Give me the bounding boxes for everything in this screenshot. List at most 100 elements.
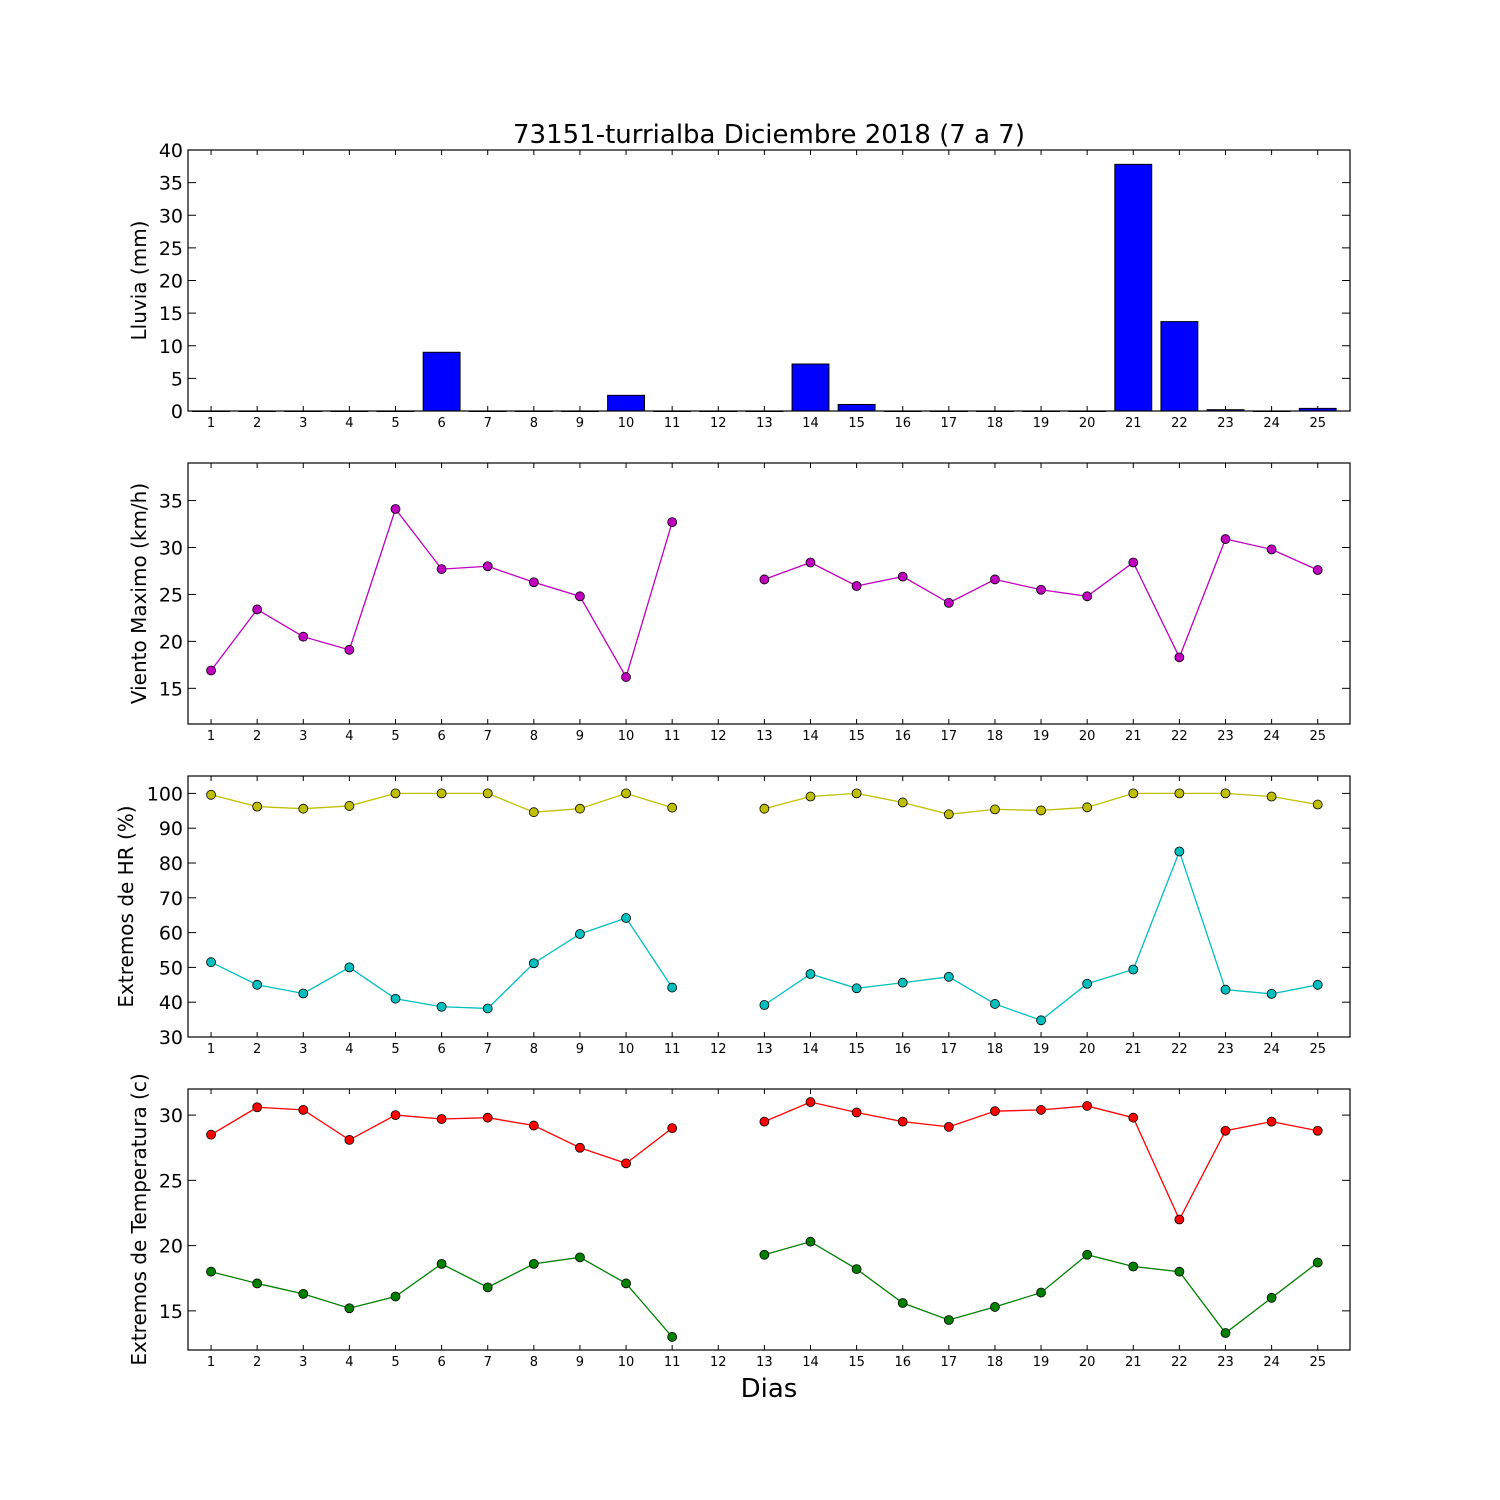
data-point (298, 1288, 309, 1299)
bar (607, 394, 645, 412)
data-point (897, 1116, 908, 1127)
data-point (805, 1097, 816, 1107)
data-point (344, 644, 355, 655)
data-point (1220, 984, 1231, 995)
x-tick-label: 8 (530, 1042, 538, 1057)
data-point (851, 581, 862, 591)
data-point (482, 1003, 493, 1014)
x-tick-label: 17 (941, 1355, 958, 1370)
x-tick-label: 20 (1079, 1042, 1096, 1057)
y-tick-label: 30 (159, 1027, 183, 1049)
data-point (759, 803, 770, 814)
data-point (528, 1258, 539, 1269)
data-point (1082, 591, 1093, 602)
data-point (943, 971, 954, 982)
y-tick-label: 80 (159, 853, 183, 875)
x-tick-label: 7 (484, 729, 492, 744)
x-tick-label: 25 (1309, 1042, 1326, 1057)
x-tick-label: 9 (576, 1042, 584, 1057)
data-point (1036, 584, 1046, 595)
x-tick-label: 5 (391, 1042, 399, 1057)
axes-frame (187, 149, 1351, 412)
data-point (667, 1332, 678, 1342)
x-tick-label: 16 (894, 416, 911, 431)
y-tick-label: 20 (159, 631, 183, 653)
data-point (1082, 1101, 1093, 1111)
x-tick-label: 19 (1033, 1355, 1050, 1370)
x-tick-label: 3 (299, 1355, 307, 1370)
data-point (482, 788, 493, 799)
data-point (1036, 1015, 1046, 1026)
x-tick-label: 10 (618, 729, 635, 744)
x-tick-label: 9 (576, 729, 584, 744)
bar (1160, 321, 1199, 412)
y-tick-label: 15 (159, 303, 183, 325)
data-point (1266, 1292, 1277, 1303)
x-tick-label: 22 (1171, 416, 1188, 431)
x-tick-label: 3 (299, 416, 307, 431)
x-tick-label: 11 (664, 416, 681, 431)
data-point (621, 913, 631, 923)
x-axis-label: Dias (741, 1374, 798, 1404)
data-point (575, 803, 585, 814)
y-tick-label: 30 (159, 537, 183, 559)
data-point (1312, 799, 1323, 810)
data-point (206, 789, 216, 800)
data-point (390, 1110, 401, 1120)
data-point (528, 807, 539, 818)
data-point (528, 958, 539, 969)
x-tick-label: 14 (802, 729, 819, 744)
x-tick-label: 12 (710, 1355, 727, 1370)
data-point (436, 564, 447, 574)
data-point (759, 574, 770, 585)
x-tick-label: 1 (207, 729, 215, 744)
x-tick-label: 1 (207, 1355, 215, 1370)
data-point (1174, 652, 1185, 663)
y-tick-label: 25 (159, 238, 183, 260)
data-point (851, 1107, 862, 1118)
bar (422, 351, 461, 412)
x-tick-label: 25 (1309, 1355, 1326, 1370)
data-point (1128, 557, 1139, 568)
data-point (1266, 791, 1277, 802)
x-tick-label: 13 (756, 416, 773, 431)
data-point (851, 788, 862, 799)
x-tick-label: 15 (848, 1042, 865, 1057)
data-point (667, 982, 678, 993)
x-tick-label: 18 (987, 729, 1004, 744)
data-point (298, 988, 309, 999)
data-point (667, 802, 678, 813)
data-point (1128, 1112, 1139, 1123)
y-tick-label: 10 (159, 336, 183, 358)
y-axis-label: Viento Maximo (km/h) (127, 483, 151, 704)
data-point (1220, 788, 1231, 799)
data-point (667, 1123, 678, 1134)
x-tick-label: 12 (710, 1042, 727, 1057)
data-point (759, 1000, 770, 1010)
bar (791, 363, 830, 412)
data-point (805, 557, 816, 568)
data-point (206, 1266, 216, 1277)
data-point (298, 1104, 309, 1115)
y-tick-label: 35 (159, 173, 183, 195)
x-tick-label: 2 (253, 729, 261, 744)
x-tick-label: 11 (664, 1355, 681, 1370)
x-tick-label: 6 (437, 1355, 445, 1370)
data-point (1036, 1287, 1046, 1298)
data-point (1266, 988, 1277, 999)
x-tick-label: 22 (1171, 1042, 1188, 1057)
x-tick-label: 6 (437, 416, 445, 431)
data-point (1082, 1249, 1093, 1260)
data-point (252, 1278, 263, 1289)
y-tick-label: 40 (159, 140, 183, 162)
data-point (943, 1121, 954, 1132)
data-point (1266, 544, 1277, 555)
data-point (1174, 1266, 1185, 1277)
y-tick-label: 15 (159, 1301, 183, 1323)
y-tick-label: 100 (147, 783, 183, 805)
x-tick-label: 18 (987, 1355, 1004, 1370)
